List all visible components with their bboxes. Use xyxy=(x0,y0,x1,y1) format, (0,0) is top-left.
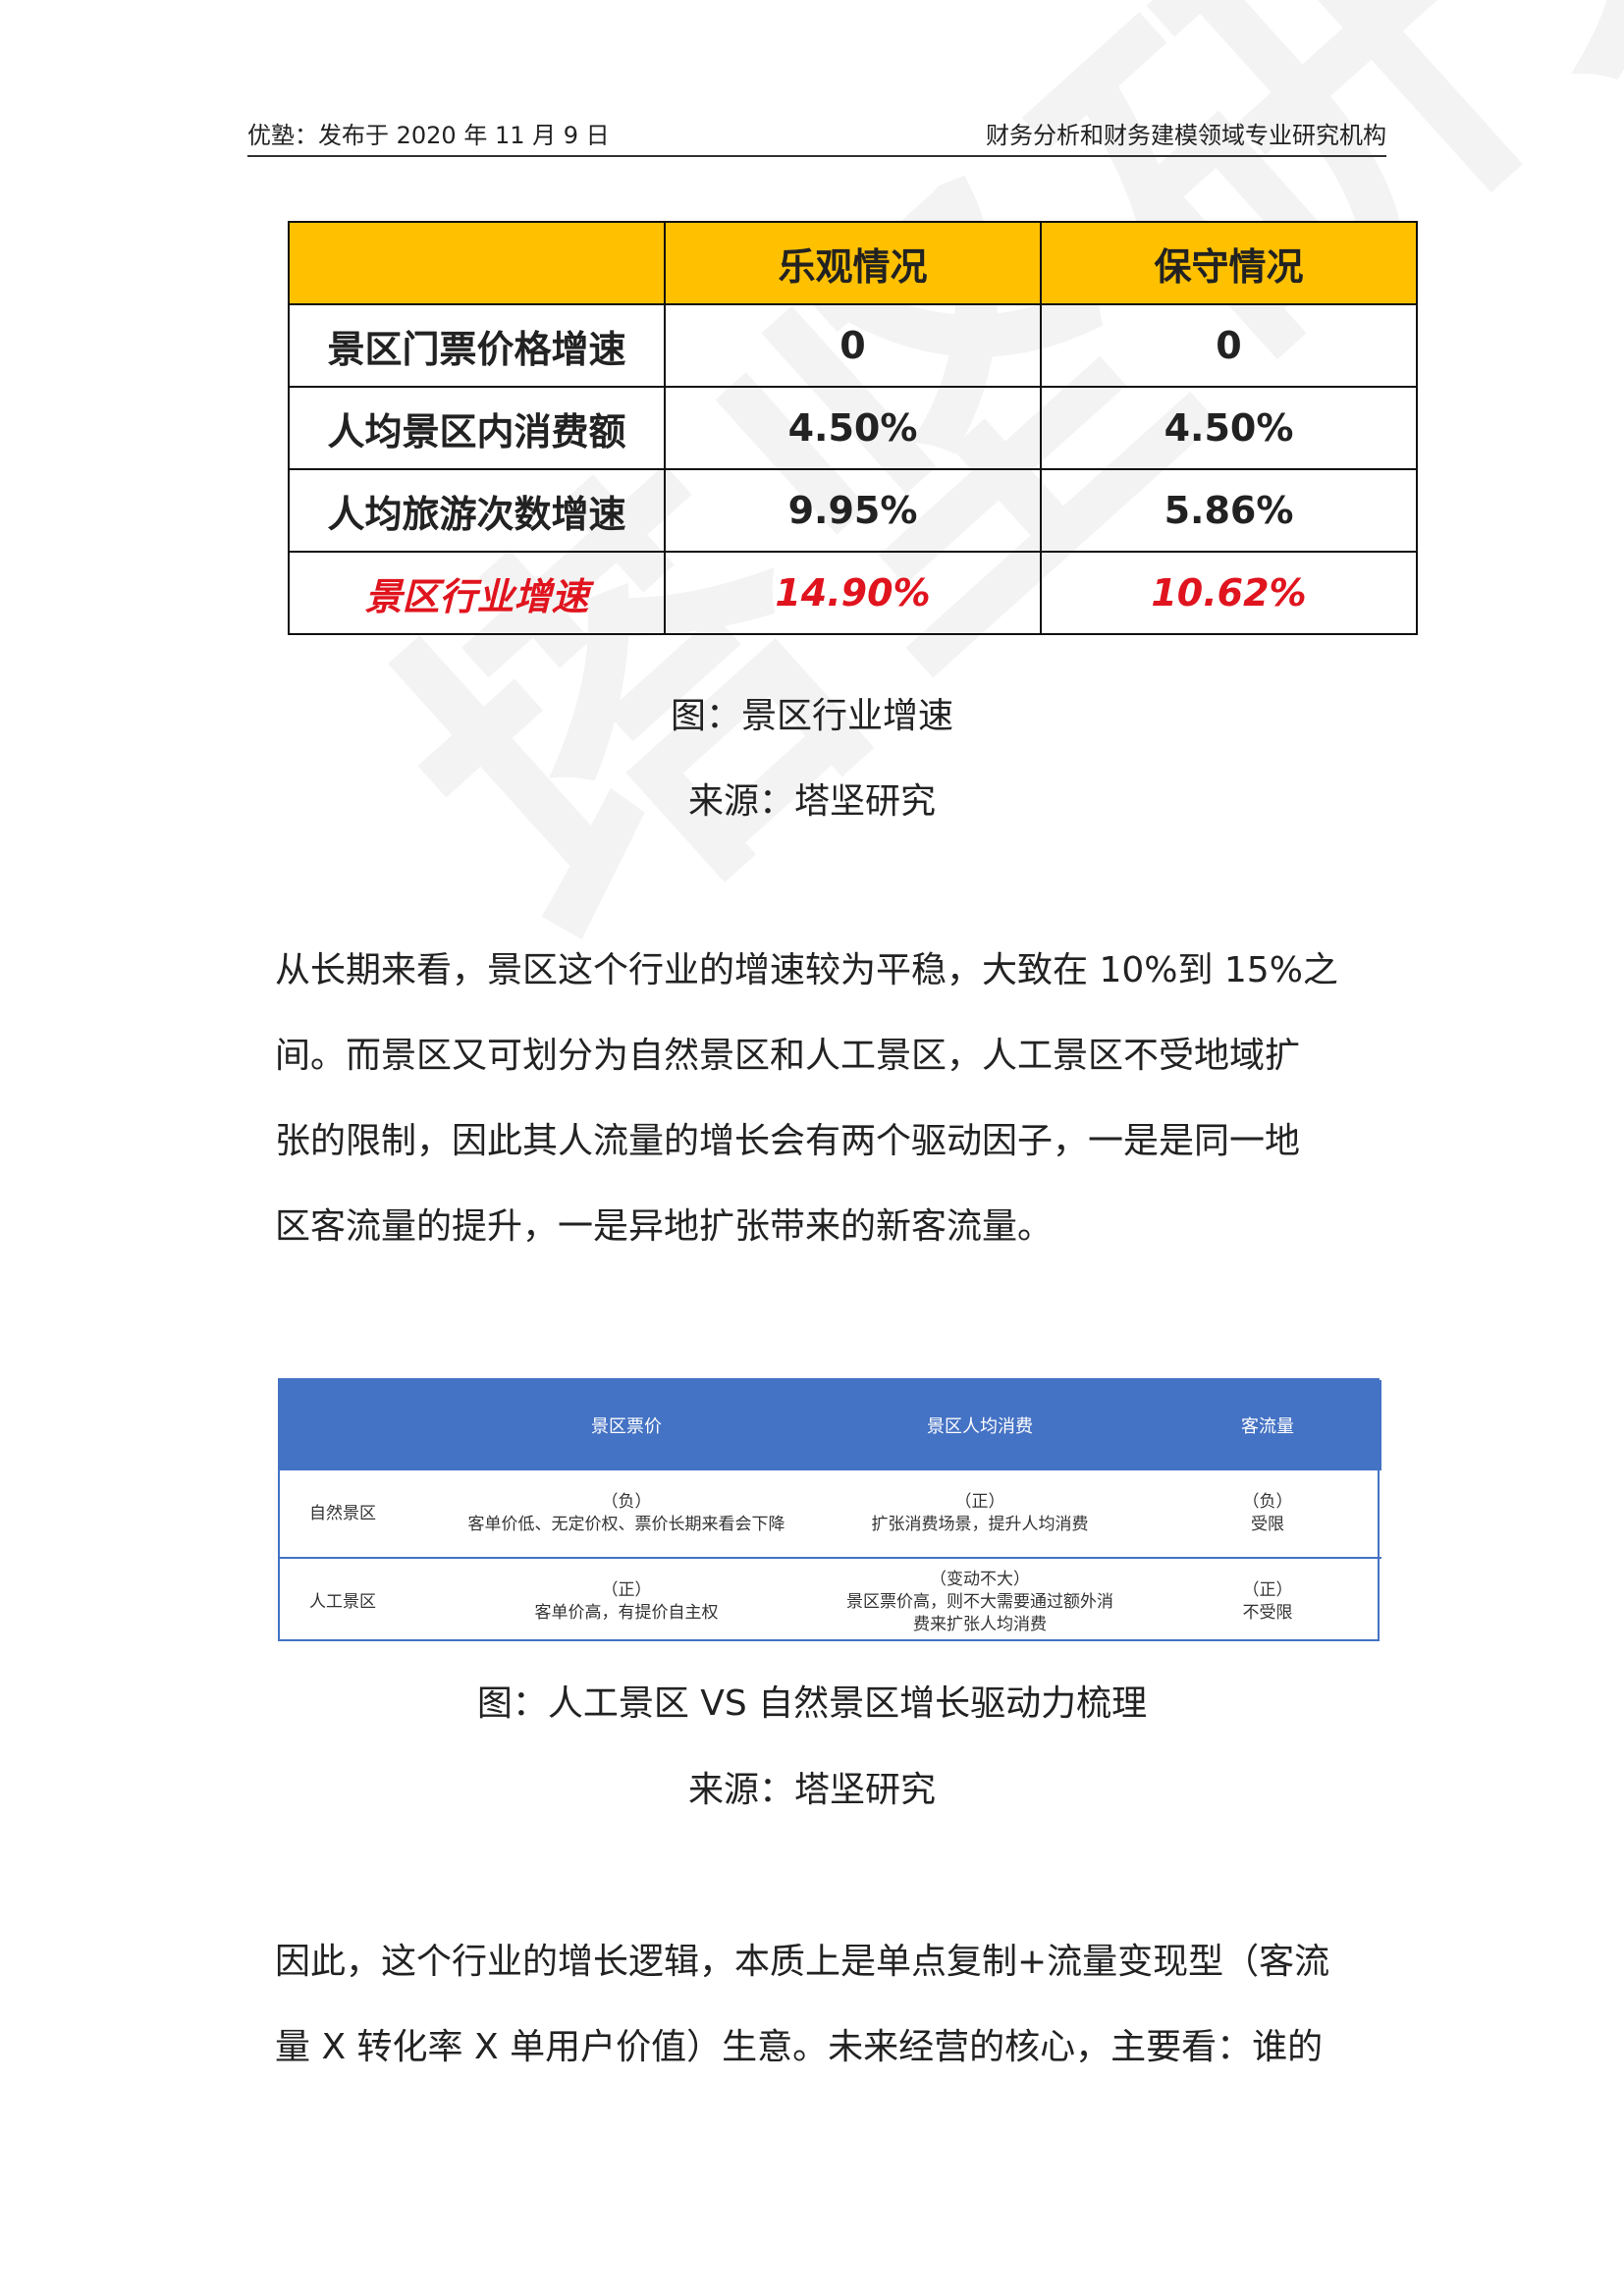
cell-text: 景区票价高，则不大需要通过额外消 xyxy=(846,1591,1113,1612)
cell-text: 客单价低、无定价权、票价长期来看会下降 xyxy=(467,1515,785,1534)
cell-sign: （负） xyxy=(601,1492,652,1512)
table-cell: （负） 受限 xyxy=(1154,1470,1381,1559)
body-paragraph: 因此，这个行业的增长逻辑，本质上是单点复制+流量变现型（客流 量 X 转化率 X… xyxy=(275,1919,1365,2090)
row-label: 人均旅游次数增速 xyxy=(288,468,666,553)
row-label: 人均景区内消费额 xyxy=(288,386,666,470)
table-row: 景区门票价格增速 0 0 xyxy=(288,303,1418,388)
figure-source: 来源：塔坚研究 xyxy=(687,781,936,822)
table-cell: （变动不大） 景区票价高，则不大需要通过额外消 费来扩张人均消费 xyxy=(806,1558,1154,1645)
header-cell-per-capita-spend: 景区人均消费 xyxy=(806,1380,1154,1470)
driver-comparison-table: 景区票价 景区人均消费 客流量 自然景区 （负） 客单价低、无定价权、票价长期来… xyxy=(278,1378,1381,1641)
cell-sign: （正） xyxy=(601,1580,652,1600)
table-row-total: 景区行业增速 14.90% 10.62% xyxy=(288,551,1418,635)
header-cell-ticket-price: 景区票价 xyxy=(447,1380,806,1470)
paragraph-line: 区客流量的提升，一是异地扩张带来的新客流量。 xyxy=(275,1206,1054,1247)
header-cell-conservative: 保守情况 xyxy=(1040,221,1418,305)
figure-caption: 图：景区行业增速 xyxy=(670,696,953,736)
row-label: 人工景区 xyxy=(309,1591,376,1612)
cell-text: 客单价高，有提价自主权 xyxy=(534,1603,719,1623)
row-label: 自然景区 xyxy=(280,1470,447,1559)
paragraph-line: 间。而景区又可划分为自然景区和人工景区，人工景区不受地域扩 xyxy=(275,1036,1301,1076)
header-cell-empty xyxy=(280,1380,447,1470)
cell-value: 14.90% xyxy=(664,551,1042,635)
cell-text: 费来扩张人均消费 xyxy=(913,1614,1047,1634)
table-cell: （负） 客单价低、无定价权、票价长期来看会下降 xyxy=(447,1470,806,1559)
cell-text: 受限 xyxy=(1251,1515,1284,1534)
table-row: 自然景区 （负） 客单价低、无定价权、票价长期来看会下降 （正） 扩张消费场景，… xyxy=(280,1470,1381,1559)
cell-value: 0 xyxy=(664,303,1042,388)
row-label: 景区门票价格增速 xyxy=(288,303,666,388)
figure-source: 来源：塔坚研究 xyxy=(687,1770,936,1810)
cell-sign: （负） xyxy=(1242,1492,1293,1512)
header-publish-info: 优塾：发布于 2020 年 11 月 9 日 xyxy=(247,122,610,149)
table-header-row: 乐观情况 保守情况 xyxy=(288,221,1418,305)
table-header-row: 景区票价 景区人均消费 客流量 xyxy=(280,1380,1381,1470)
row-label: 景区行业增速 xyxy=(288,551,666,635)
paragraph-line: 因此，这个行业的增长逻辑，本质上是单点复制+流量变现型（客流 xyxy=(275,1942,1330,1982)
cell-value: 5.86% xyxy=(1040,468,1418,553)
paragraph-line: 量 X 转化率 X 单用户价值）生意。未来经营的核心，主要看：谁的 xyxy=(275,2027,1324,2067)
table-cell: （正） 不受限 xyxy=(1154,1558,1381,1645)
growth-scenario-table: 乐观情况 保守情况 景区门票价格增速 0 0 人均景区内消费额 4.50% 4.… xyxy=(288,221,1418,635)
table-row: 人均景区内消费额 4.50% 4.50% xyxy=(288,386,1418,470)
cell-text: 不受限 xyxy=(1242,1603,1293,1623)
body-paragraph: 从长期来看，景区这个行业的增速较为平稳，大致在 10%到 15%之 间。而景区又… xyxy=(275,928,1365,1269)
header-cell-optimistic: 乐观情况 xyxy=(664,221,1042,305)
paragraph-line: 从长期来看，景区这个行业的增速较为平稳，大致在 10%到 15%之 xyxy=(275,950,1338,990)
table-row: 人均旅游次数增速 9.95% 5.86% xyxy=(288,468,1418,553)
table-cell: （正） 扩张消费场景，提升人均消费 xyxy=(806,1470,1154,1559)
table-row: 人工景区 （正） 客单价高，有提价自主权 （变动不大） 景区票价高，则不大需要通… xyxy=(280,1558,1381,1645)
cell-value: 4.50% xyxy=(664,386,1042,470)
table-cell: （正） 客单价高，有提价自主权 xyxy=(447,1558,806,1645)
header-cell-visitor-flow: 客流量 xyxy=(1154,1380,1381,1470)
cell-value: 10.62% xyxy=(1040,551,1418,635)
cell-value: 9.95% xyxy=(664,468,1042,553)
cell-text: 扩张消费场景，提升人均消费 xyxy=(871,1515,1089,1534)
header-cell-empty xyxy=(288,221,666,305)
cell-sign: （变动不大） xyxy=(930,1569,1030,1589)
figure-caption: 图：人工景区 VS 自然景区增长驱动力梳理 xyxy=(476,1683,1148,1724)
header-org-tagline: 财务分析和财务建模领域专业研究机构 xyxy=(986,122,1386,149)
paragraph-line: 张的限制，因此其人流量的增长会有两个驱动因子，一是是同一地 xyxy=(275,1121,1301,1161)
cell-sign: （正） xyxy=(1242,1580,1293,1600)
cell-value: 4.50% xyxy=(1040,386,1418,470)
cell-sign: （正） xyxy=(954,1492,1005,1512)
cell-value: 0 xyxy=(1040,303,1418,388)
page-header: 优塾：发布于 2020 年 11 月 9 日 财务分析和财务建模领域专业研究机构 xyxy=(247,116,1386,157)
